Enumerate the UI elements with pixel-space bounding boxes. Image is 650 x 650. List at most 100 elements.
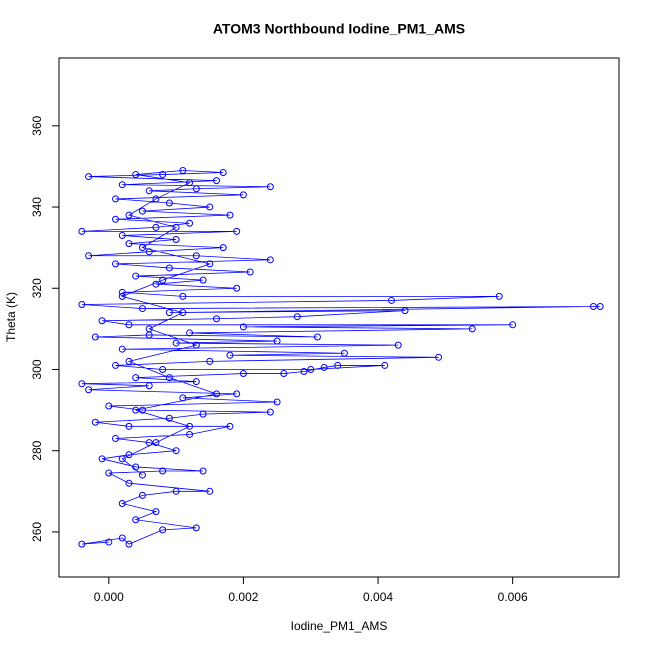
data-point	[179, 292, 187, 300]
data-point	[239, 370, 247, 378]
data-line	[81, 170, 601, 545]
data-point	[192, 341, 200, 349]
data-point	[468, 325, 476, 333]
data-point	[381, 361, 389, 369]
data-point	[273, 398, 281, 406]
data-point	[138, 406, 146, 414]
data-point	[138, 471, 146, 479]
data-point	[152, 195, 160, 203]
data-point	[233, 227, 241, 235]
data-point	[213, 177, 220, 185]
data-point	[206, 487, 214, 495]
data-point	[125, 357, 133, 365]
data-point	[98, 455, 106, 463]
data-point	[159, 467, 167, 475]
data-point	[172, 223, 180, 231]
data-point	[199, 467, 207, 475]
x-tick-label: 0.000	[94, 590, 124, 604]
data-point	[206, 203, 214, 211]
data-point	[165, 199, 173, 207]
data-point	[186, 430, 194, 438]
data-point	[172, 487, 180, 495]
data-point	[145, 248, 153, 256]
data-point	[132, 171, 140, 179]
data-point	[213, 390, 220, 398]
data-point	[78, 301, 86, 309]
data-point	[138, 207, 146, 215]
data-point	[105, 469, 113, 477]
data-point	[138, 244, 146, 252]
x-tick-label: 0.006	[498, 590, 528, 604]
data-point	[199, 410, 207, 418]
data-point	[91, 333, 99, 341]
data-point	[233, 390, 241, 398]
data-point	[118, 534, 126, 542]
data-point	[165, 264, 173, 272]
y-tick-label: 360	[30, 115, 44, 135]
data-point	[85, 173, 93, 181]
x-axis-label: Iodine_PM1_AMS	[291, 619, 388, 633]
data-point	[280, 370, 288, 378]
data-point	[85, 386, 93, 394]
data-point	[118, 292, 126, 300]
data-point	[165, 414, 173, 422]
data-point	[159, 526, 167, 534]
data-point	[388, 296, 395, 304]
data-point	[159, 276, 167, 284]
data-point	[239, 323, 247, 331]
y-axis-label: Theta (K)	[4, 292, 18, 342]
data-point	[132, 463, 140, 471]
plot-frame	[58, 57, 620, 578]
data-point	[219, 169, 227, 177]
data-point	[112, 260, 120, 268]
data-point	[233, 284, 241, 292]
data-point	[266, 183, 274, 191]
data-point	[293, 313, 301, 321]
data-point	[226, 211, 234, 219]
data-point	[105, 402, 113, 410]
data-point	[192, 378, 200, 386]
data-point	[219, 244, 227, 252]
data-point	[320, 363, 328, 371]
data-point	[266, 408, 274, 416]
data-point	[152, 280, 160, 288]
data-point	[152, 223, 160, 231]
data-point	[589, 303, 597, 311]
data-point	[239, 191, 247, 199]
data-point	[401, 307, 409, 315]
data-point	[125, 479, 133, 487]
data-point	[138, 491, 146, 499]
data-point	[112, 361, 120, 369]
data-point	[125, 240, 133, 248]
data-point	[118, 499, 126, 507]
data-point	[125, 451, 133, 459]
data-point	[145, 382, 153, 390]
data-point	[213, 315, 220, 323]
data-point	[226, 351, 234, 359]
data-point	[105, 538, 113, 546]
data-point	[132, 406, 140, 414]
data-point	[435, 353, 443, 361]
data-point	[192, 252, 200, 260]
chart-title: ATOM3 Northbound Iodine_PM1_AMS	[213, 21, 465, 37]
data-point	[172, 339, 180, 347]
data-point	[118, 181, 126, 189]
data-point	[145, 439, 153, 447]
data-point	[192, 185, 200, 193]
data-point	[78, 540, 86, 548]
data-point	[179, 166, 187, 174]
data-point	[199, 276, 207, 284]
data-point	[179, 309, 187, 317]
y-tick-label: 300	[30, 359, 44, 379]
data-point	[206, 260, 214, 268]
data-point	[118, 288, 126, 296]
data-point	[300, 368, 308, 376]
y-tick-label: 280	[30, 440, 44, 460]
data-point	[313, 333, 321, 341]
data-point	[186, 329, 194, 337]
data-point	[307, 365, 315, 373]
data-point	[145, 187, 153, 195]
data-point	[112, 195, 120, 203]
